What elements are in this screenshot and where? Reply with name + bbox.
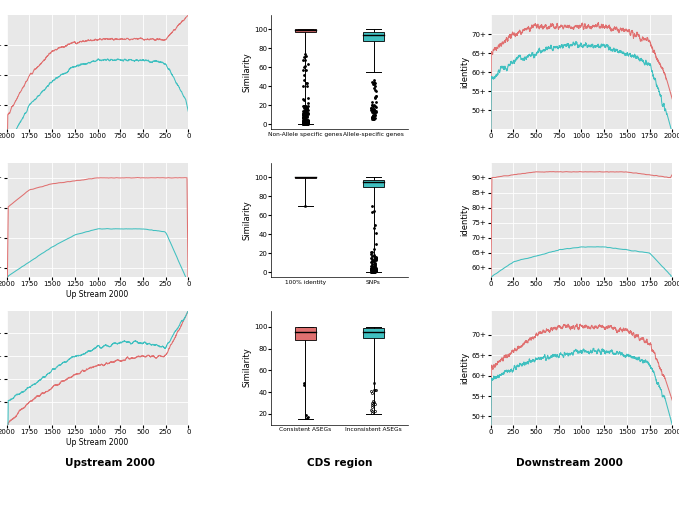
Y-axis label: identity: identity bbox=[460, 56, 469, 88]
Y-axis label: identity: identity bbox=[460, 204, 469, 236]
Bar bbox=[363, 180, 384, 187]
Text: CDS region: CDS region bbox=[307, 458, 372, 468]
Text: Downstream 2000: Downstream 2000 bbox=[515, 458, 623, 468]
X-axis label: Up Stream 2000: Up Stream 2000 bbox=[67, 438, 128, 446]
Text: Upstream 2000: Upstream 2000 bbox=[65, 458, 155, 468]
Y-axis label: Similarity: Similarity bbox=[242, 53, 251, 92]
X-axis label: Up Stream 2000: Up Stream 2000 bbox=[67, 290, 128, 299]
Y-axis label: Similarity: Similarity bbox=[242, 348, 251, 387]
Y-axis label: Similarity: Similarity bbox=[242, 200, 251, 240]
Bar bbox=[295, 327, 316, 340]
Bar bbox=[363, 328, 384, 338]
Bar bbox=[363, 32, 384, 41]
Y-axis label: identity: identity bbox=[460, 351, 469, 384]
Bar bbox=[295, 29, 316, 32]
